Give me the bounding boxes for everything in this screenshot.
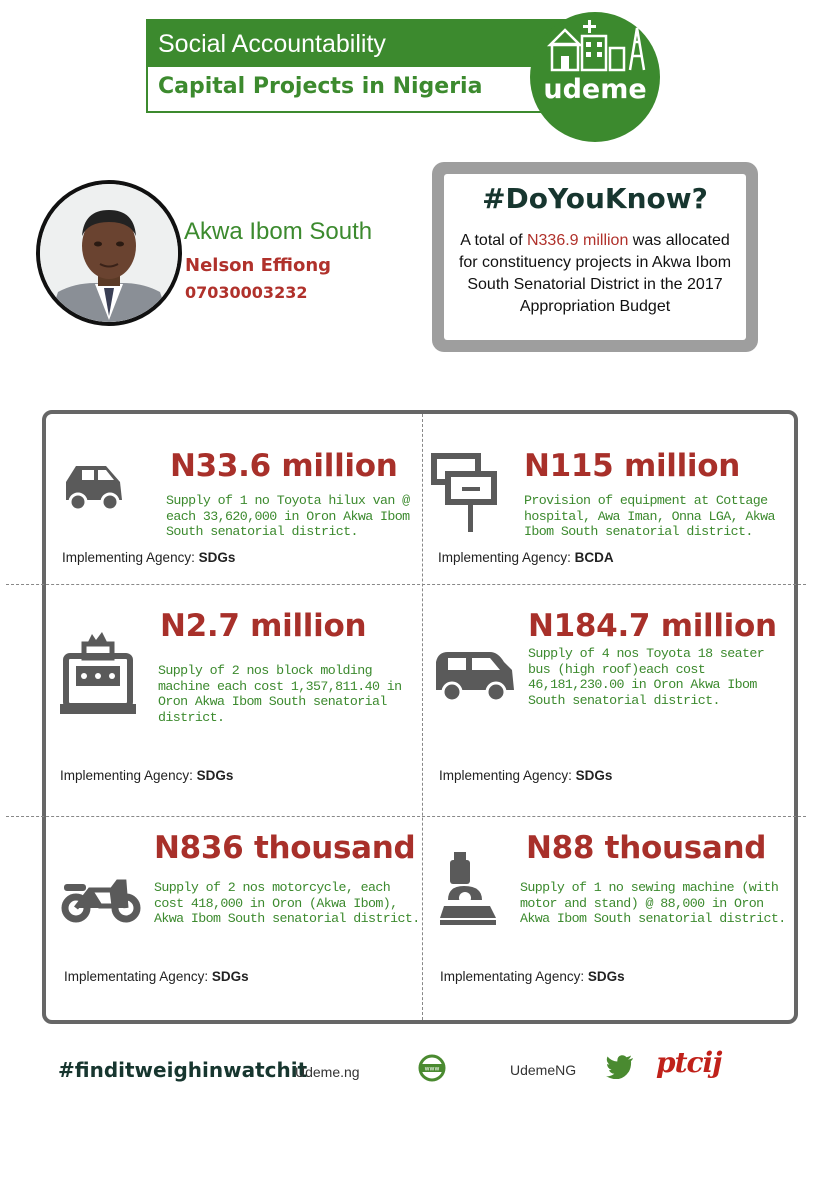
project-description: Provision of equipment at Cottage hospit… bbox=[524, 493, 776, 539]
project-description: Supply of 2 nos motorcycle, each cost 41… bbox=[154, 880, 420, 926]
project-agency: Implementing Agency: SDGs bbox=[62, 550, 235, 565]
project-amount: N184.7 million bbox=[528, 608, 777, 644]
project-agency: Implementing Agency: SDGs bbox=[439, 768, 612, 783]
ptcij-logo: ptcij bbox=[656, 1046, 722, 1079]
grid-vertical-divider bbox=[422, 414, 423, 1020]
social-handle[interactable]: UdemeNG bbox=[510, 1062, 577, 1078]
agency-label: Implementating Agency: bbox=[440, 969, 585, 984]
agency-name: SDGs bbox=[211, 969, 249, 984]
project-amount: N2.7 million bbox=[160, 608, 367, 644]
motorcycle-icon bbox=[61, 879, 141, 923]
globe-icon[interactable]: www bbox=[418, 1054, 446, 1082]
senator-portrait bbox=[40, 184, 178, 322]
senator-name: Nelson Effiong bbox=[185, 255, 332, 276]
agency-label: Implementing Agency: bbox=[439, 768, 572, 783]
project-agency: Implementing Agency: BCDA bbox=[438, 550, 614, 565]
twitter-icon[interactable] bbox=[606, 1055, 634, 1079]
agency-name: SDGs bbox=[587, 969, 625, 984]
project-amount: N115 million bbox=[524, 448, 741, 484]
constituency-name: Akwa Ibom South bbox=[184, 218, 373, 245]
buildings-icon bbox=[546, 20, 646, 72]
grid-divider-2 bbox=[6, 816, 806, 817]
project-description: Supply of 1 no sewing machine (with moto… bbox=[520, 880, 786, 926]
agency-name: SDGs bbox=[196, 768, 234, 783]
dyk-text-after: was allocated for constituency projects … bbox=[458, 232, 732, 315]
senator-photo bbox=[36, 180, 182, 326]
agency-label: Implementing Agency: bbox=[438, 550, 571, 565]
did-you-know-text: A total of N336.9 million was allocated … bbox=[450, 230, 740, 318]
projects-grid: N33.6 million Supply of 1 no Toyota hilu… bbox=[6, 410, 806, 1024]
project-agency: Implementating Agency: SDGs bbox=[64, 969, 249, 984]
agency-label: Implementing Agency: bbox=[60, 768, 193, 783]
website-link[interactable]: Udeme.ng bbox=[295, 1064, 360, 1080]
header-top-title: Social Accountability bbox=[148, 21, 606, 67]
did-you-know-box: #DoYouKnow? A total of N336.9 million wa… bbox=[432, 162, 758, 352]
dyk-highlight-amount: N336.9 million bbox=[526, 232, 629, 249]
did-you-know-title: #DoYouKnow? bbox=[482, 182, 708, 215]
udeme-logo: udeme bbox=[530, 12, 660, 142]
dyk-text-before: A total of bbox=[460, 232, 527, 249]
project-description: Supply of 1 no Toyota hilux van @ each 3… bbox=[166, 493, 410, 539]
project-description: Supply of 4 nos Toyota 18 seater bus (hi… bbox=[528, 646, 765, 708]
senator-phone: 07030003232 bbox=[185, 283, 308, 302]
project-amount: N88 thousand bbox=[526, 830, 767, 866]
car-icon bbox=[66, 466, 122, 512]
block-molding-machine-icon bbox=[60, 632, 136, 714]
hospital-sign-icon bbox=[431, 453, 497, 532]
logo-text: udeme bbox=[543, 74, 647, 105]
grid-divider-1 bbox=[6, 584, 806, 585]
agency-name: BCDA bbox=[574, 550, 614, 565]
header-bottom-title: Capital Projects in Nigeria bbox=[158, 74, 483, 99]
agency-label: Implementing Agency: bbox=[62, 550, 195, 565]
agency-label: Implementating Agency: bbox=[64, 969, 209, 984]
project-amount: N836 thousand bbox=[154, 830, 416, 866]
project-description: Supply of 2 nos block molding machine ea… bbox=[158, 663, 402, 725]
sewing-machine-icon bbox=[440, 852, 496, 925]
svg-text:www: www bbox=[425, 1066, 440, 1073]
project-agency: Implementating Agency: SDGs bbox=[440, 969, 625, 984]
project-agency: Implementing Agency: SDGs bbox=[60, 768, 233, 783]
agency-name: SDGs bbox=[198, 550, 236, 565]
project-amount: N33.6 million bbox=[170, 448, 398, 484]
campaign-hashtag: #finditweighinwatchit bbox=[58, 1058, 308, 1082]
agency-name: SDGs bbox=[575, 768, 613, 783]
bus-icon bbox=[436, 652, 514, 703]
